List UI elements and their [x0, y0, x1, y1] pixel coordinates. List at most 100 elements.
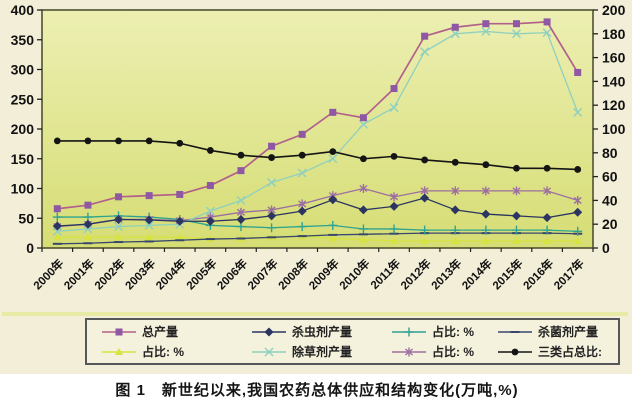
marker-triangle — [390, 236, 399, 244]
marker-x — [420, 47, 430, 57]
marker-circle — [237, 151, 245, 159]
marker-square — [145, 192, 153, 200]
marker-asterisk — [359, 184, 368, 193]
marker-diamond — [389, 201, 399, 211]
series-line — [57, 232, 578, 245]
marker-asterisk — [512, 187, 521, 195]
legend-item: 总产量 — [101, 323, 251, 340]
marker-triangle — [481, 236, 490, 244]
marker-square — [115, 328, 123, 335]
y-axis-right-label: 160 — [602, 50, 626, 66]
series-square — [53, 18, 582, 213]
legend-item: 占比: % — [101, 343, 251, 360]
y-axis-right-label: 180 — [602, 26, 626, 42]
y-axis-right-label: 100 — [602, 121, 626, 137]
marker-diamond — [52, 221, 62, 231]
marker-square — [329, 108, 337, 116]
series-dash — [52, 232, 583, 245]
marker-circle — [451, 158, 459, 166]
marker-diamond — [542, 213, 552, 223]
marker-circle — [543, 164, 551, 172]
chart-area-bottom-edge — [2, 312, 628, 316]
y-axis-left-label: 300 — [11, 62, 35, 78]
marker-circle — [84, 137, 92, 145]
marker-circle — [145, 137, 153, 145]
series-line — [57, 140, 578, 171]
legend-item: 杀虫剂产量 — [251, 323, 391, 340]
marker-triangle — [175, 233, 184, 241]
marker-diamond — [83, 219, 93, 229]
marker-asterisk — [267, 206, 276, 214]
marker-asterisk — [543, 187, 552, 195]
marker-circle — [206, 147, 214, 154]
marker-triangle — [543, 236, 552, 244]
marker-triangle — [328, 234, 337, 242]
marker-asterisk — [481, 187, 490, 195]
legend-marker — [102, 328, 136, 335]
series-x — [52, 26, 583, 236]
series-line — [57, 235, 578, 242]
marker-x — [481, 26, 491, 36]
marker-asterisk — [389, 193, 399, 201]
marker-x — [236, 195, 246, 205]
marker-x — [52, 226, 62, 236]
marker-triangle — [420, 236, 429, 244]
marker-asterisk — [420, 187, 429, 195]
marker-square — [359, 114, 367, 122]
marker-diamond — [205, 216, 215, 226]
marker-square — [298, 130, 306, 138]
y-axis-left-label: 200 — [11, 121, 35, 137]
legend-marker — [252, 347, 286, 356]
marker-square — [84, 201, 92, 209]
marker-circle — [482, 161, 490, 169]
marker-square — [206, 182, 214, 190]
marker-square — [390, 85, 398, 93]
marker-diamond — [144, 215, 154, 225]
marker-square — [115, 193, 123, 201]
marker-x — [114, 222, 124, 232]
legend-item: 占比: % — [391, 323, 497, 340]
y-axis-left-label: 250 — [11, 91, 35, 107]
legend-item: 占比: % — [391, 343, 497, 360]
plot-area — [42, 10, 593, 248]
marker-circle — [329, 148, 337, 156]
marker-x — [83, 224, 93, 234]
legend-item: 除草剂产量 — [251, 343, 391, 360]
marker-square — [512, 20, 520, 28]
legend-marker — [392, 347, 426, 356]
y-axis-left-label: 350 — [11, 32, 35, 48]
marker-triangle — [573, 236, 582, 244]
marker-square — [53, 205, 61, 213]
marker-circle — [574, 166, 582, 173]
marker-asterisk — [298, 200, 307, 208]
marker-square — [451, 23, 459, 31]
marker-diamond — [450, 205, 460, 215]
legend-item: 三类占总比: — [497, 343, 614, 360]
marker-square — [237, 167, 245, 175]
marker-diamond — [236, 214, 246, 224]
legend-marker — [252, 327, 286, 336]
marker-diamond — [511, 211, 521, 221]
marker-diamond — [175, 216, 185, 226]
legend-marker — [392, 327, 426, 336]
series-line — [57, 30, 579, 232]
marker-x — [328, 154, 338, 164]
marker-x — [264, 347, 274, 356]
y-axis-left-label: 100 — [11, 181, 35, 197]
marker-diamond — [420, 193, 430, 203]
marker-x — [389, 103, 399, 113]
marker-diamond — [267, 211, 277, 221]
marker-x — [205, 206, 215, 216]
line-chart-plot: 4003503002502001501005002001801601401201… — [11, 2, 626, 292]
y-axis-right-label: 120 — [602, 97, 626, 113]
y-axis-left-label: 400 — [11, 2, 35, 18]
marker-x — [511, 29, 521, 39]
legend-item: 杀菌剂产量 — [497, 323, 614, 340]
marker-diamond — [328, 195, 338, 205]
marker-x — [267, 178, 277, 188]
y-axis-right-label: 40 — [602, 192, 618, 208]
legend-label: 占比: % — [142, 345, 185, 359]
legend-marker — [498, 348, 532, 355]
marker-triangle — [451, 236, 460, 244]
marker-asterisk — [451, 187, 460, 195]
